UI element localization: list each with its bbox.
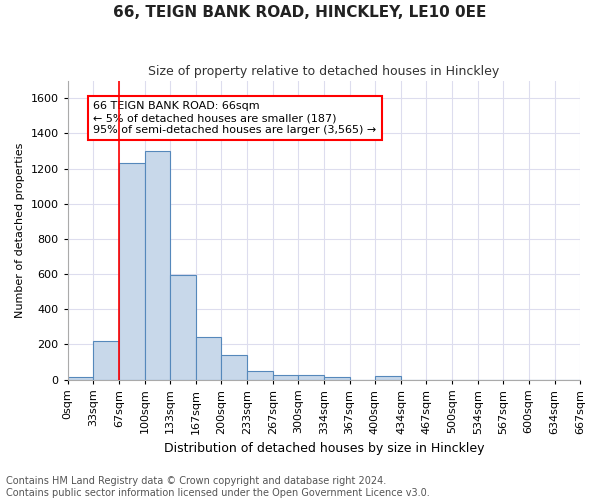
Bar	[93, 341, 119, 380]
Y-axis label: Number of detached properties: Number of detached properties	[15, 142, 25, 318]
Title: Size of property relative to detached houses in Hinckley: Size of property relative to detached ho…	[148, 65, 499, 78]
Bar	[273, 374, 298, 380]
Bar	[68, 377, 93, 380]
X-axis label: Distribution of detached houses by size in Hinckley: Distribution of detached houses by size …	[164, 442, 484, 455]
Bar	[119, 163, 145, 380]
Text: 66, TEIGN BANK ROAD, HINCKLEY, LE10 0EE: 66, TEIGN BANK ROAD, HINCKLEY, LE10 0EE	[113, 5, 487, 20]
Bar	[196, 338, 221, 380]
Bar	[298, 375, 324, 380]
Bar	[324, 377, 350, 380]
Bar	[247, 371, 273, 380]
Bar	[221, 355, 247, 380]
Bar	[375, 376, 401, 380]
Text: Contains HM Land Registry data © Crown copyright and database right 2024.
Contai: Contains HM Land Registry data © Crown c…	[6, 476, 430, 498]
Bar	[170, 275, 196, 380]
Bar	[145, 151, 170, 380]
Text: 66 TEIGN BANK ROAD: 66sqm
← 5% of detached houses are smaller (187)
95% of semi-: 66 TEIGN BANK ROAD: 66sqm ← 5% of detach…	[94, 102, 377, 134]
